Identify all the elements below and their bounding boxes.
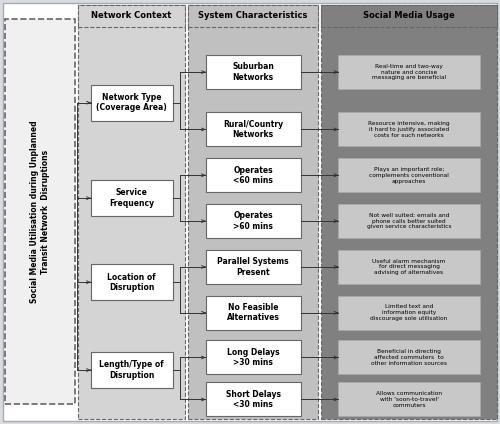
Bar (338, 55, 480, 89)
Text: Resource intensive, making
it hard to justify associated
costs for such networks: Resource intensive, making it hard to ju… (368, 121, 450, 138)
Text: Useful alarm mechanism
for direct messaging
advising of alternatives: Useful alarm mechanism for direct messag… (372, 259, 446, 275)
Bar (206, 55, 300, 89)
Text: Real-time and two-way
nature and concise
messaging are beneficial: Real-time and two-way nature and concise… (372, 64, 446, 81)
Bar (206, 382, 300, 416)
Text: Long Delays
>30 mins: Long Delays >30 mins (226, 348, 280, 367)
Text: Not well suited; emails and
phone calls better suited
given service characterist: Not well suited; emails and phone calls … (367, 213, 451, 229)
Bar (188, 5, 318, 27)
Bar (206, 250, 300, 284)
Text: No Feasible
Alternatives: No Feasible Alternatives (226, 303, 280, 323)
Bar (5, 19, 75, 404)
Text: Length/Type of
Disruption: Length/Type of Disruption (99, 360, 164, 380)
Bar (338, 112, 480, 146)
Bar (206, 340, 300, 374)
Bar (338, 296, 480, 330)
Bar (338, 340, 480, 374)
Bar (90, 352, 172, 388)
Bar (206, 296, 300, 330)
Bar (78, 5, 185, 419)
Bar (78, 5, 185, 27)
Text: Limited text and
information equity
discourage sole utilisation: Limited text and information equity disc… (370, 304, 448, 321)
Text: Location of
Disruption: Location of Disruption (107, 273, 156, 292)
Bar (90, 85, 172, 121)
Text: Service
Frequency: Service Frequency (109, 189, 154, 208)
Text: Social Media Utilisation during Unplanned
Transit Network  Disruptions: Social Media Utilisation during Unplanne… (30, 120, 50, 303)
Text: Allows communication
with 'soon-to-travel'
commuters: Allows communication with 'soon-to-trave… (376, 391, 442, 408)
Bar (321, 5, 497, 419)
Bar (90, 180, 172, 216)
Text: Short Delays
<30 mins: Short Delays <30 mins (226, 390, 280, 409)
Text: System Characteristics: System Characteristics (198, 11, 308, 20)
Bar (206, 158, 300, 192)
Bar (206, 204, 300, 238)
Text: Network Type
(Coverage Area): Network Type (Coverage Area) (96, 93, 167, 112)
Text: Suburban
Networks: Suburban Networks (232, 62, 274, 82)
Text: Rural/Country
Networks: Rural/Country Networks (223, 120, 283, 139)
Text: Parallel Systems
Present: Parallel Systems Present (217, 257, 289, 276)
Bar (206, 112, 300, 146)
Text: Operates
>60 mins: Operates >60 mins (233, 212, 273, 231)
Bar (188, 5, 318, 419)
Bar (338, 382, 480, 416)
Bar (321, 5, 497, 27)
Text: Operates
<60 mins: Operates <60 mins (233, 165, 273, 185)
Bar (338, 158, 480, 192)
Bar (90, 264, 172, 300)
Bar (338, 204, 480, 238)
Text: Beneficial in directing
affected commuters  to
other information sources: Beneficial in directing affected commute… (371, 349, 447, 366)
Text: Network Context: Network Context (92, 11, 172, 20)
Text: Plays an important role;
complements conventional
approaches: Plays an important role; complements con… (369, 167, 449, 184)
Bar (338, 250, 480, 284)
Text: Social Media Usage: Social Media Usage (363, 11, 455, 20)
